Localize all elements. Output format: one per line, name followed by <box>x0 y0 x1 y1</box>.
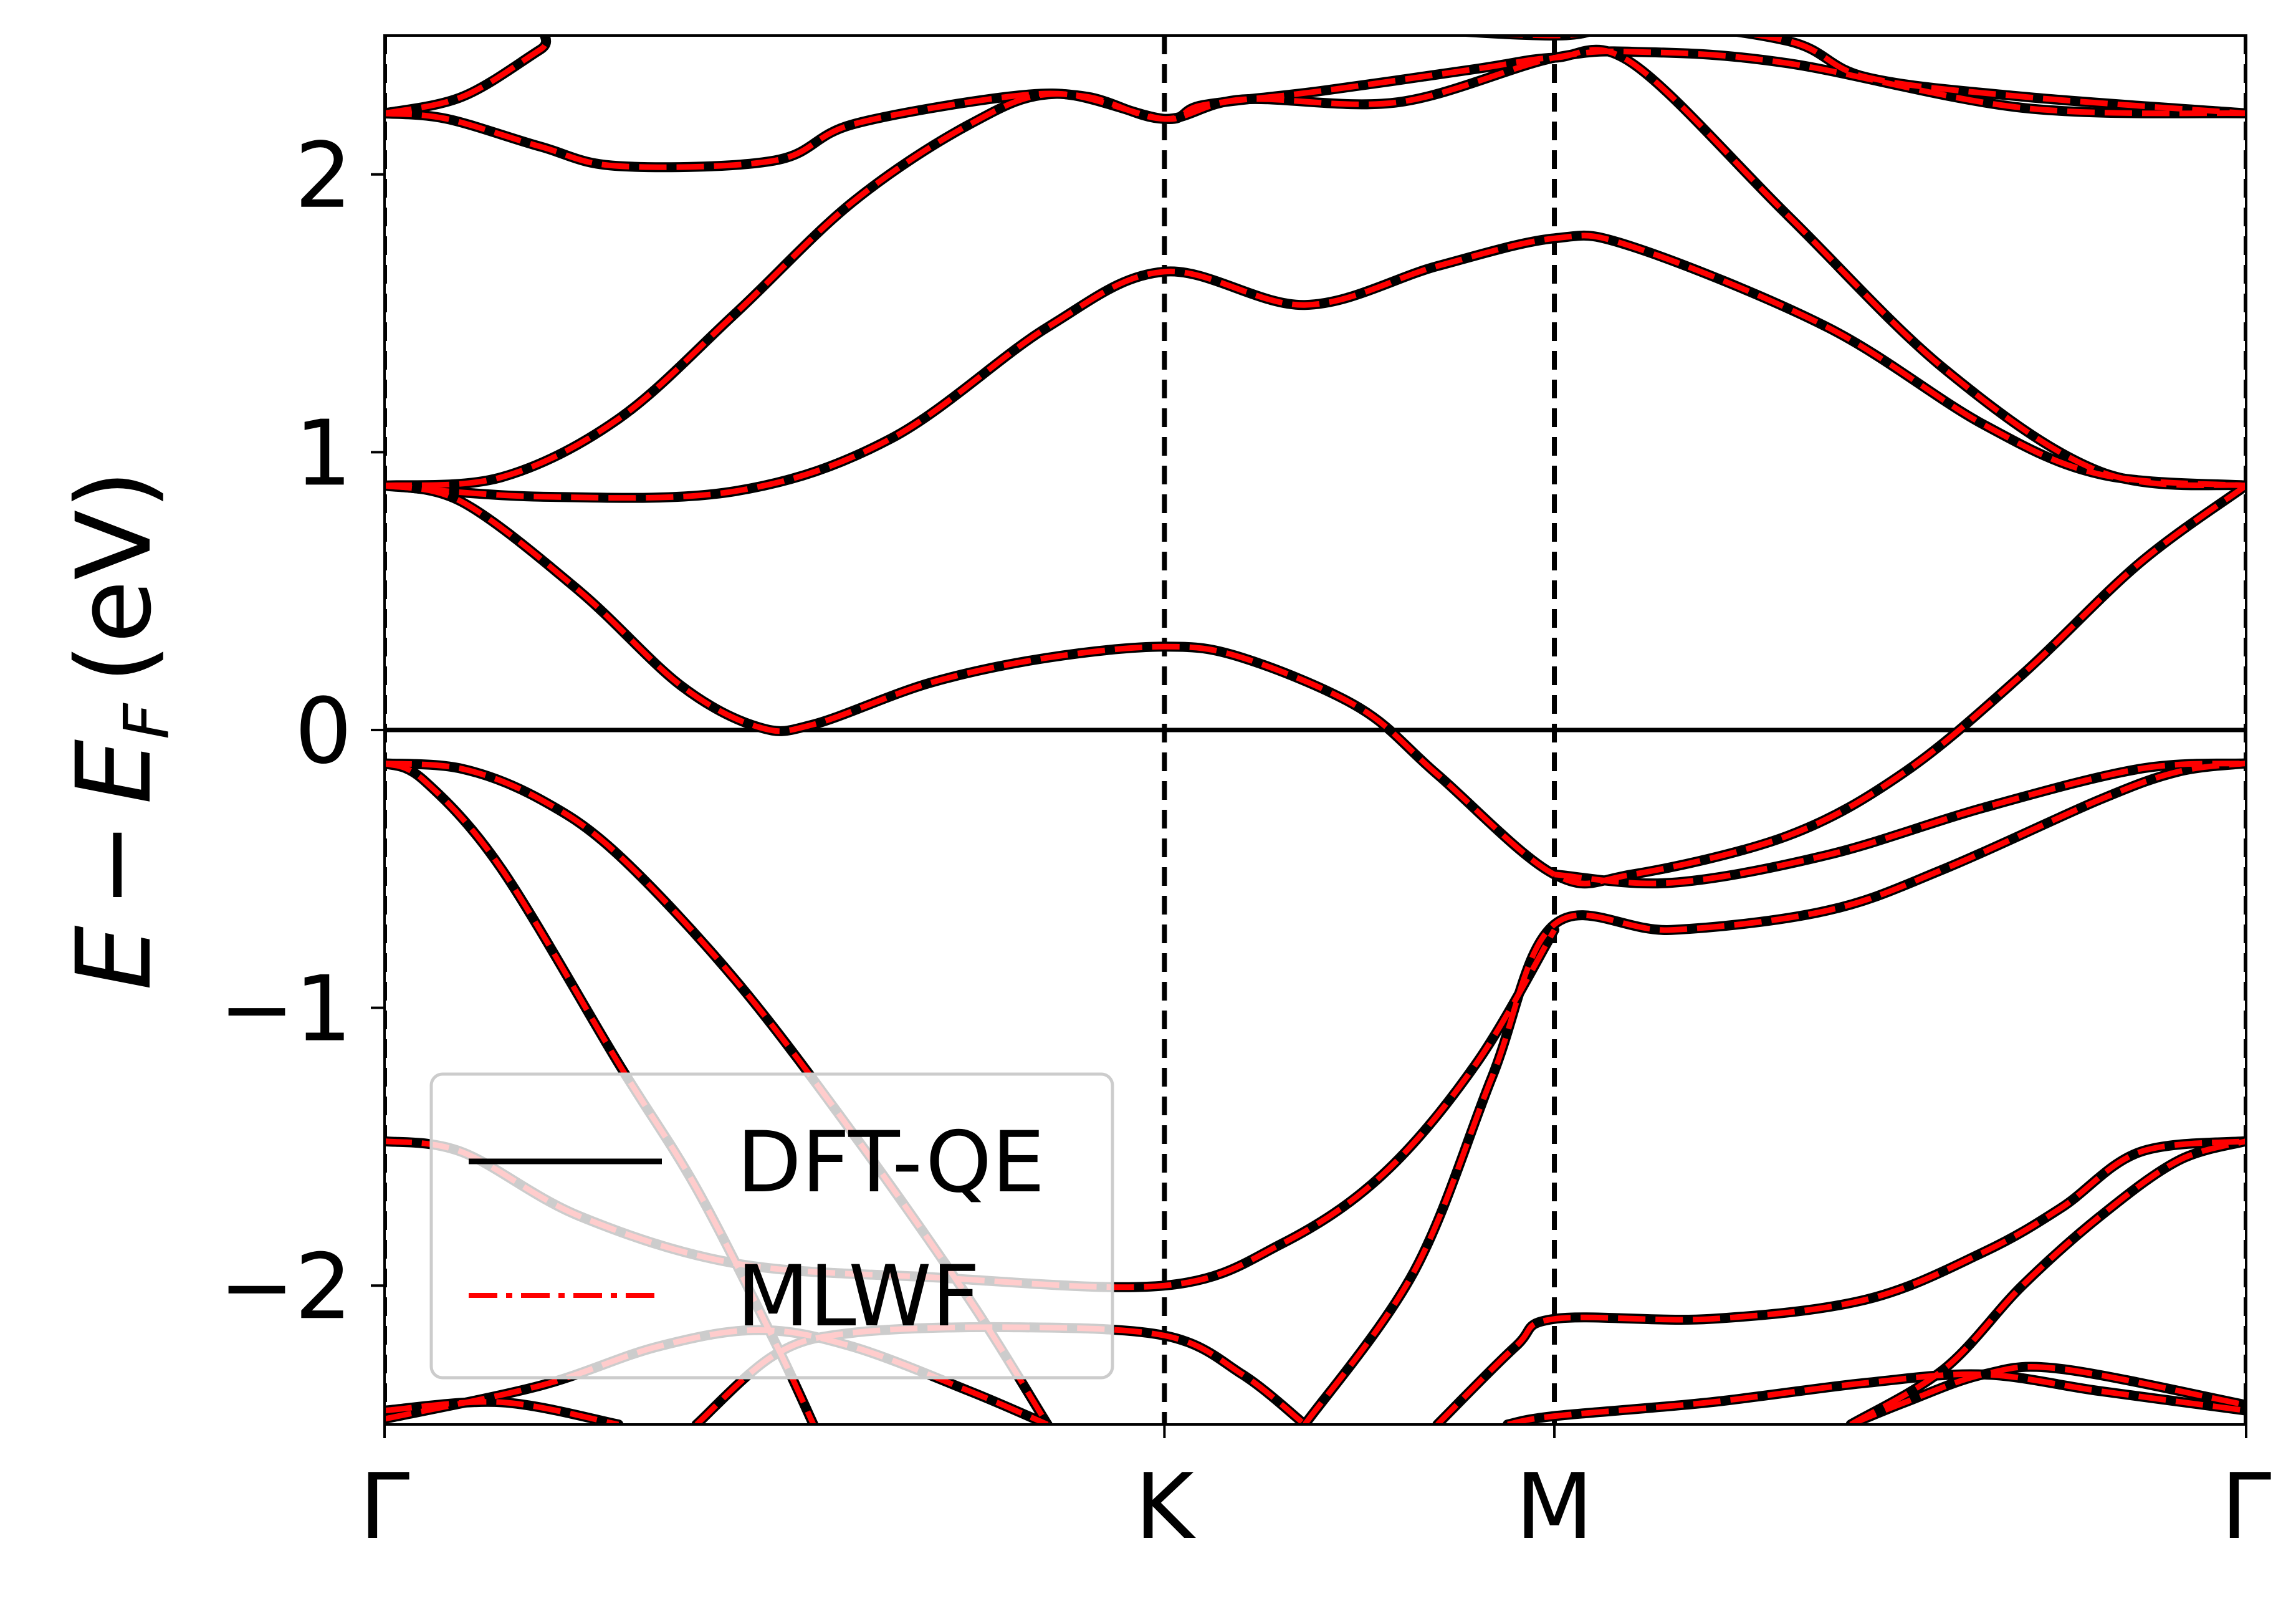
band-dft-qe-4 <box>385 480 2246 889</box>
y-tick-label-1: −1 <box>219 957 352 1062</box>
x-tick-label-2: M <box>1515 1454 1593 1560</box>
y-axis-title-ef: E <box>54 739 174 804</box>
x-tick-label-0: Γ <box>360 1454 410 1560</box>
band-dft-qe-3 <box>385 230 2246 503</box>
y-axis-title-e: E <box>54 925 174 990</box>
band-mlwf-13 <box>1435 1138 2246 1424</box>
band-mlwf-16 <box>1849 1364 2246 1424</box>
band-mlwf-3 <box>385 233 2246 501</box>
y-tick-label-0: −2 <box>219 1234 352 1340</box>
band-mlwf-2 <box>385 47 2246 489</box>
legend: DFT-QE MLWF <box>429 1072 1114 1380</box>
x-tick-label-1: K <box>1135 1454 1197 1560</box>
y-axis-title-minus: − <box>54 822 174 908</box>
x-tick-label-3: Γ <box>2221 1454 2272 1560</box>
y-tick-label-3: 1 <box>295 401 352 506</box>
band-mlwf-14 <box>385 1399 619 1424</box>
y-axis-title-unit: (eV) <box>54 469 174 683</box>
band-dft-qe-1 <box>385 46 2246 173</box>
legend-box <box>429 1072 1114 1380</box>
band-mlwf-10 <box>1849 1138 2246 1424</box>
band-mlwf-4 <box>385 483 2246 886</box>
band-mlwf-7 <box>1302 761 2246 1424</box>
band-mlwf-15 <box>1507 1371 2246 1424</box>
legend-label-0: DFT-QE <box>737 1113 1045 1211</box>
band-mlwf-5 <box>385 761 1050 1424</box>
axes: −2 −1 0 1 2 Γ K M Γ <box>219 34 2272 1560</box>
legend-label-1: MLWF <box>737 1247 980 1345</box>
band-mlwf-1 <box>385 48 2246 170</box>
y-tick-label-2: 0 <box>295 679 352 784</box>
band-mlwf-8 <box>1554 761 2246 886</box>
y-tick-label-4: 2 <box>295 123 352 229</box>
y-axis-title-sub: F <box>110 703 183 739</box>
y-axis-title: E−EF(eV) <box>54 469 183 990</box>
band-mlwf-6 <box>385 761 816 1424</box>
